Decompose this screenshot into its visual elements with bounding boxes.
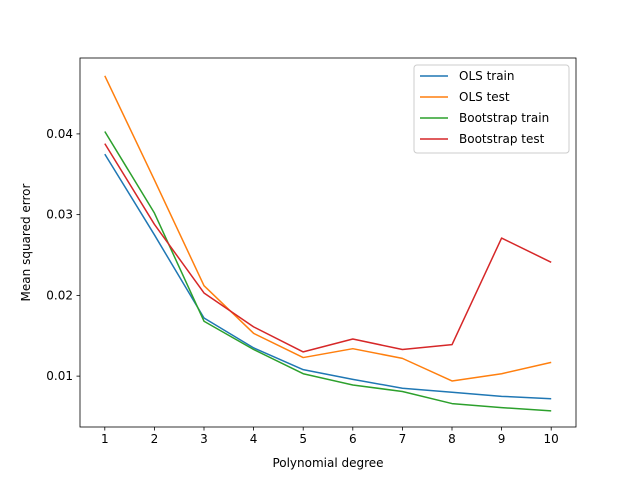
legend: OLS train OLS test Bootstrap train Bootstra… [413,64,570,154]
y-axis: 0.01 0.02 0.03 0.04 [46,127,80,383]
x-axis: 1 2 3 4 5 6 7 8 9 10 [101,427,559,446]
series-line-bootstrap-test [104,143,552,353]
legend-label: Bootstrap test [459,132,545,146]
x-tick-label: 2 [151,432,159,446]
y-axis-label: Mean squared error [19,183,33,301]
legend-label: Bootstrap train [459,111,549,125]
x-tick-label: 5 [299,432,307,446]
y-tick-label: 0.04 [46,127,73,141]
legend-label: OLS test [459,90,510,104]
x-tick-label: 1 [101,432,109,446]
legend-box [413,64,570,154]
series-line-ols-test [104,75,552,382]
series-line-bootstrap-train [104,131,552,412]
y-tick-label: 0.02 [46,288,73,302]
y-tick-label: 0.03 [46,208,73,222]
series-line-ols-train [104,153,552,400]
x-tick-label: 3 [200,432,208,446]
x-tick-label: 6 [349,432,357,446]
y-tick-label: 0.01 [46,369,73,383]
x-tick-label: 8 [448,432,456,446]
x-tick-label: 4 [250,432,258,446]
legend-label: OLS train [459,69,515,83]
x-tick-label: 7 [399,432,407,446]
axes-frame [79,57,577,428]
series-layer [104,75,552,412]
x-axis-label: Polynomial degree [272,456,383,470]
x-tick-label: 10 [544,432,559,446]
x-tick-label: 9 [498,432,506,446]
